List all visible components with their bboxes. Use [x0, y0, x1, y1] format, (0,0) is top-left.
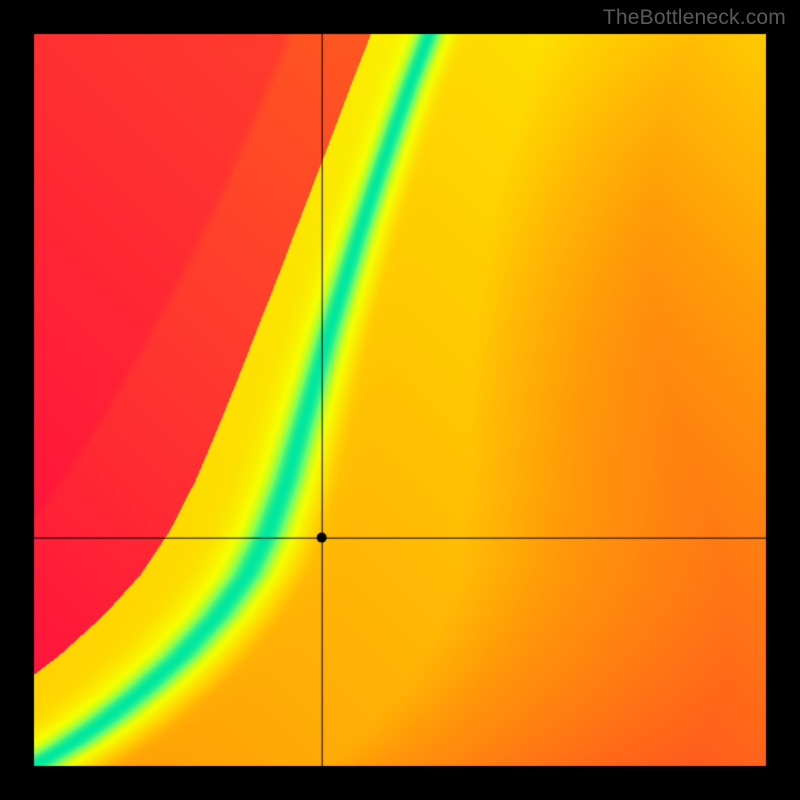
chart-container: TheBottleneck.com: [0, 0, 800, 800]
watermark-text: TheBottleneck.com: [603, 6, 786, 30]
heatmap-canvas: [0, 0, 800, 800]
